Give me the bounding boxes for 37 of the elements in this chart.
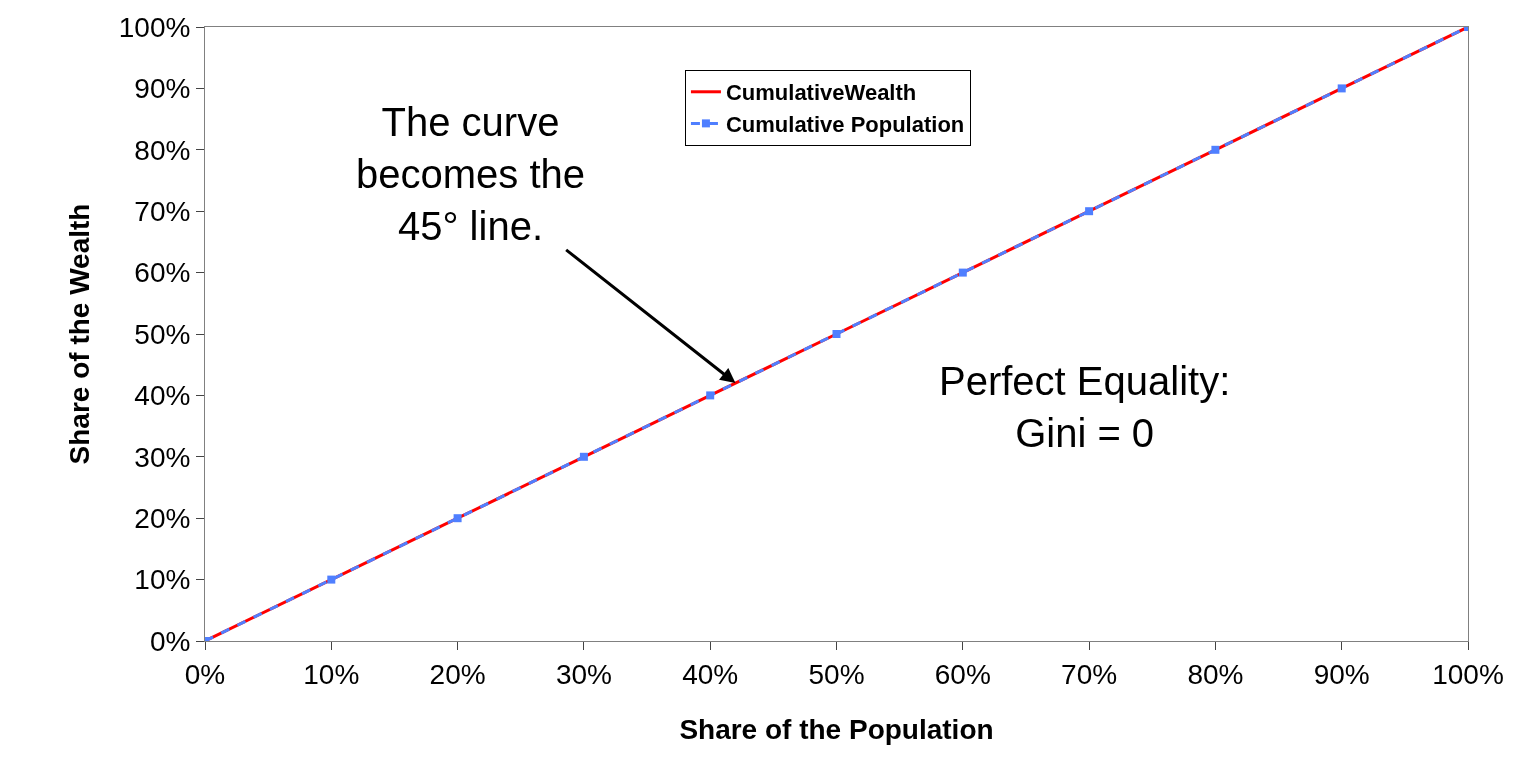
point (706, 391, 715, 400)
y-tick-label: 50% (134, 318, 191, 350)
y-tick-label: 0% (149, 625, 191, 657)
y-tick-label: 100% (118, 11, 191, 43)
point (327, 575, 336, 584)
x-tick-label: 0% (184, 658, 226, 690)
x-tick-label: 80% (1187, 658, 1244, 690)
x-tick-label: 60% (934, 658, 991, 690)
x-tick-label: 90% (1313, 658, 1370, 690)
y-tick-label: 80% (134, 134, 191, 166)
x-tick-label: 20% (429, 658, 486, 690)
annotation: Perfect Equality: Gini = 0 (939, 359, 1231, 455)
x-tick-label: 40% (682, 658, 739, 690)
point (1085, 207, 1094, 216)
annotation: The curve becomes the 45° line. (356, 100, 586, 248)
point (958, 268, 967, 277)
x-tick-label: 100% (1432, 658, 1504, 690)
y-tick-label: 70% (134, 196, 191, 227)
y-tick-label: 30% (134, 441, 191, 473)
point (1337, 84, 1346, 93)
x-tick-label: 50% (808, 658, 865, 690)
point (832, 330, 841, 338)
point (453, 514, 462, 523)
x-tick-label: 70% (1061, 658, 1118, 690)
y-tick-label: 40% (134, 380, 191, 412)
y-tick-label: 90% (134, 73, 191, 105)
x-tick-label: 30% (555, 658, 612, 690)
legend-label: Cumulative Population (725, 111, 965, 137)
x-tick-label: 10% (303, 658, 360, 690)
y-tick-label: 10% (134, 564, 191, 596)
y-axis-title: Share of the Wealth (64, 203, 96, 465)
y-tick-label: 60% (134, 257, 191, 289)
legend-label: CumulativeWealth (725, 80, 917, 106)
y-tick-label: 20% (134, 503, 191, 534)
point (579, 452, 588, 461)
point (1211, 145, 1220, 154)
x-axis-title: Share of the Population (679, 713, 994, 745)
